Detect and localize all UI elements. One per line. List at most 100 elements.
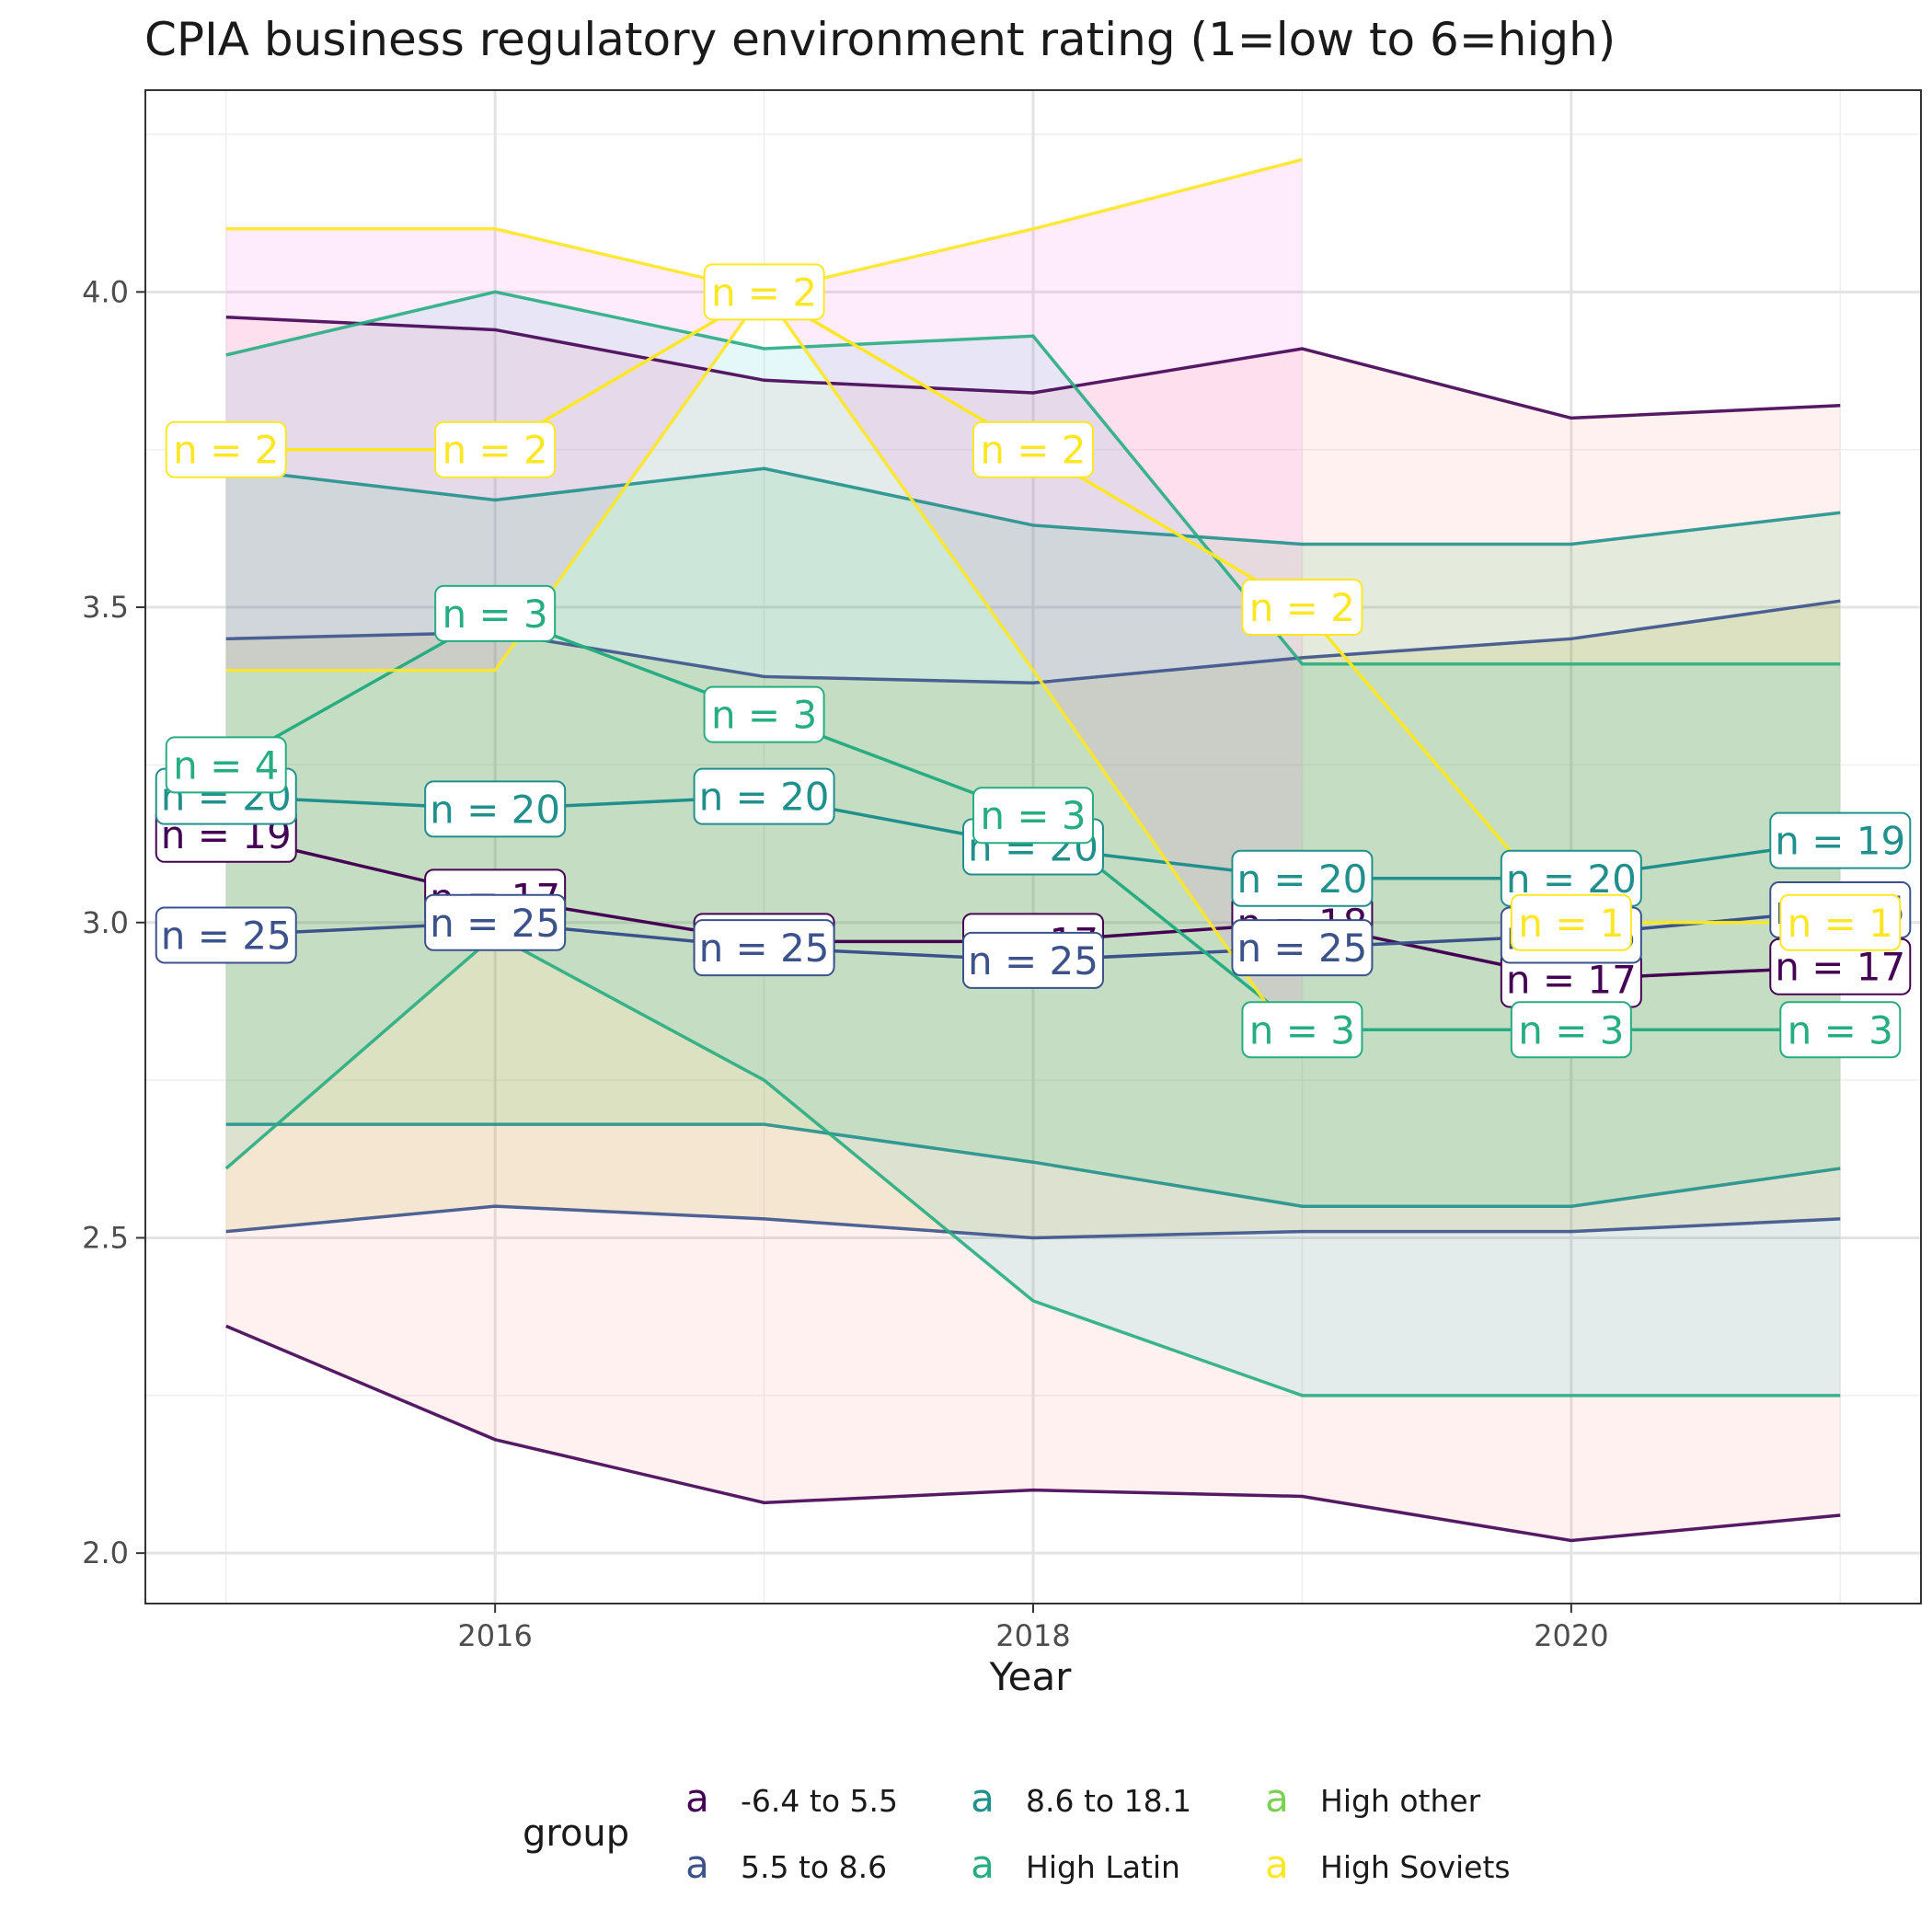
count-label-text: n = 3: [1788, 1007, 1893, 1052]
legend-glyph: a: [1265, 1776, 1289, 1821]
count-label-text: n = 2: [711, 270, 817, 315]
count-label-box: [1241, 1001, 1363, 1059]
legend-title: group: [523, 1812, 630, 1855]
legend-key: a High Latin: [966, 1842, 1279, 1897]
chart-title: CPIA business regulatory environment rat…: [144, 13, 1616, 66]
count-label-text: n = 3: [443, 592, 548, 637]
count-label-box: [155, 906, 297, 964]
legend-label: 5.5 to 8.6: [741, 1849, 888, 1885]
count-label-box: [1241, 579, 1363, 637]
count-label-text: n = 17: [1775, 945, 1905, 990]
count-label-text: n = 19: [1775, 819, 1905, 864]
legend-key: a High other: [1260, 1776, 1573, 1831]
x-tick-label: 2016: [457, 1618, 532, 1653]
legend-glyph: a: [685, 1776, 709, 1821]
count-label-box: [703, 263, 825, 321]
count-label: n = 2: [972, 420, 1094, 478]
count-label-text: n = 2: [443, 428, 548, 473]
count-label-text: n = 20: [430, 787, 560, 832]
count-label: n = 3: [1241, 1001, 1363, 1059]
lower-bound-line: [225, 1204, 1841, 1240]
plot-area: n = 19n = 17n = 17n = 17n = 18n = 17n = …: [82, 89, 1922, 1653]
count-label-box: [693, 919, 835, 977]
count-label: n = 3: [1779, 1001, 1902, 1059]
count-label: n = 3: [972, 787, 1094, 845]
count-label-text: n = 3: [711, 693, 817, 738]
count-label: n = 25: [1231, 919, 1374, 977]
count-label-box: [1779, 1001, 1902, 1059]
count-label-box: [693, 767, 835, 825]
count-label: n = 20: [424, 780, 567, 838]
legend-label: 8.6 to 18.1: [1026, 1783, 1192, 1819]
legend-glyph: a: [971, 1842, 995, 1887]
count-label: n = 20: [693, 767, 835, 825]
count-label: n = 3: [1510, 1001, 1632, 1059]
count-label-text: n = 20: [699, 775, 830, 820]
count-label-box: [1231, 849, 1374, 907]
count-label-text: n = 2: [1249, 585, 1355, 630]
count-label-text: n = 3: [980, 793, 1086, 838]
legend-glyph: a: [971, 1776, 995, 1821]
x-axis-label: Year: [989, 1654, 1072, 1699]
count-label: n = 25: [693, 919, 835, 977]
count-labels: n = 19n = 17n = 17n = 17n = 18n = 17n = …: [155, 263, 1912, 1059]
ribbon: [225, 159, 1303, 1055]
count-label: n = 25: [962, 931, 1104, 989]
y-tick-label: 2.0: [82, 1535, 129, 1570]
lower-bound-line: [225, 1122, 1841, 1208]
legend-glyph: a: [685, 1842, 709, 1887]
count-label: n = 2: [703, 263, 825, 321]
count-label-text: n = 1: [1788, 901, 1893, 946]
legend: group a -6.4 to 5.5 a 5.5 to 8.6 a 8.6 to 18.…: [515, 1766, 1619, 1904]
count-label: n = 3: [703, 685, 825, 743]
count-label: n = 25: [424, 893, 567, 951]
lower-bound-line: [225, 1324, 1841, 1543]
count-label: n = 2: [165, 420, 287, 478]
count-label-box: [703, 685, 825, 743]
count-label-box: [972, 420, 1094, 478]
count-label: n = 4: [165, 736, 287, 794]
count-label-text: n = 25: [1236, 926, 1367, 971]
count-label-text: n = 25: [430, 901, 560, 946]
count-label-text: n = 4: [173, 742, 279, 788]
legend-glyph: a: [1265, 1842, 1289, 1887]
count-label: n = 2: [434, 420, 557, 478]
upper-bound-line: [225, 290, 1841, 666]
count-label: n = 19: [1769, 811, 1912, 869]
legend-label: High Soviets: [1320, 1849, 1511, 1885]
legend-label: High Latin: [1026, 1849, 1180, 1885]
count-label-box: [1231, 919, 1374, 977]
count-label: n = 17: [1769, 937, 1912, 995]
legend-key: a 5.5 to 8.6: [681, 1842, 994, 1897]
count-label-box: [1779, 893, 1902, 951]
upper-bound-line: [225, 466, 1841, 546]
legend-key: a High Soviets: [1260, 1842, 1573, 1897]
count-label-text: n = 20: [1506, 857, 1637, 902]
count-label: n = 20: [1500, 849, 1642, 907]
count-label-box: [434, 584, 557, 642]
count-label: n = 25: [155, 906, 297, 964]
count-label-text: n = 3: [1518, 1007, 1624, 1052]
x-tick-label: 2018: [995, 1618, 1070, 1653]
x-tick-label: 2020: [1534, 1618, 1608, 1653]
count-label-text: n = 20: [1236, 857, 1367, 902]
count-label: n = 20: [1231, 849, 1374, 907]
count-label: n = 1: [1779, 893, 1902, 951]
y-tick-label: 3.0: [82, 905, 129, 940]
y-tick-label: 3.5: [82, 590, 129, 625]
count-label-text: n = 25: [161, 913, 292, 958]
count-label-box: [424, 780, 567, 838]
count-label-text: n = 2: [173, 428, 279, 473]
count-label-text: n = 17: [1506, 957, 1637, 1002]
count-label-box: [165, 420, 287, 478]
count-label-box: [1510, 1001, 1632, 1059]
count-label-text: n = 1: [1518, 901, 1624, 946]
count-label-box: [972, 787, 1094, 845]
count-label-box: [962, 931, 1104, 989]
count-label: n = 3: [434, 584, 557, 642]
y-tick-label: 2.5: [82, 1220, 129, 1255]
upper-bound-line: [225, 316, 1841, 420]
count-label: n = 1: [1510, 893, 1632, 951]
count-label-box: [1510, 893, 1632, 951]
legend-label: -6.4 to 5.5: [741, 1783, 898, 1819]
